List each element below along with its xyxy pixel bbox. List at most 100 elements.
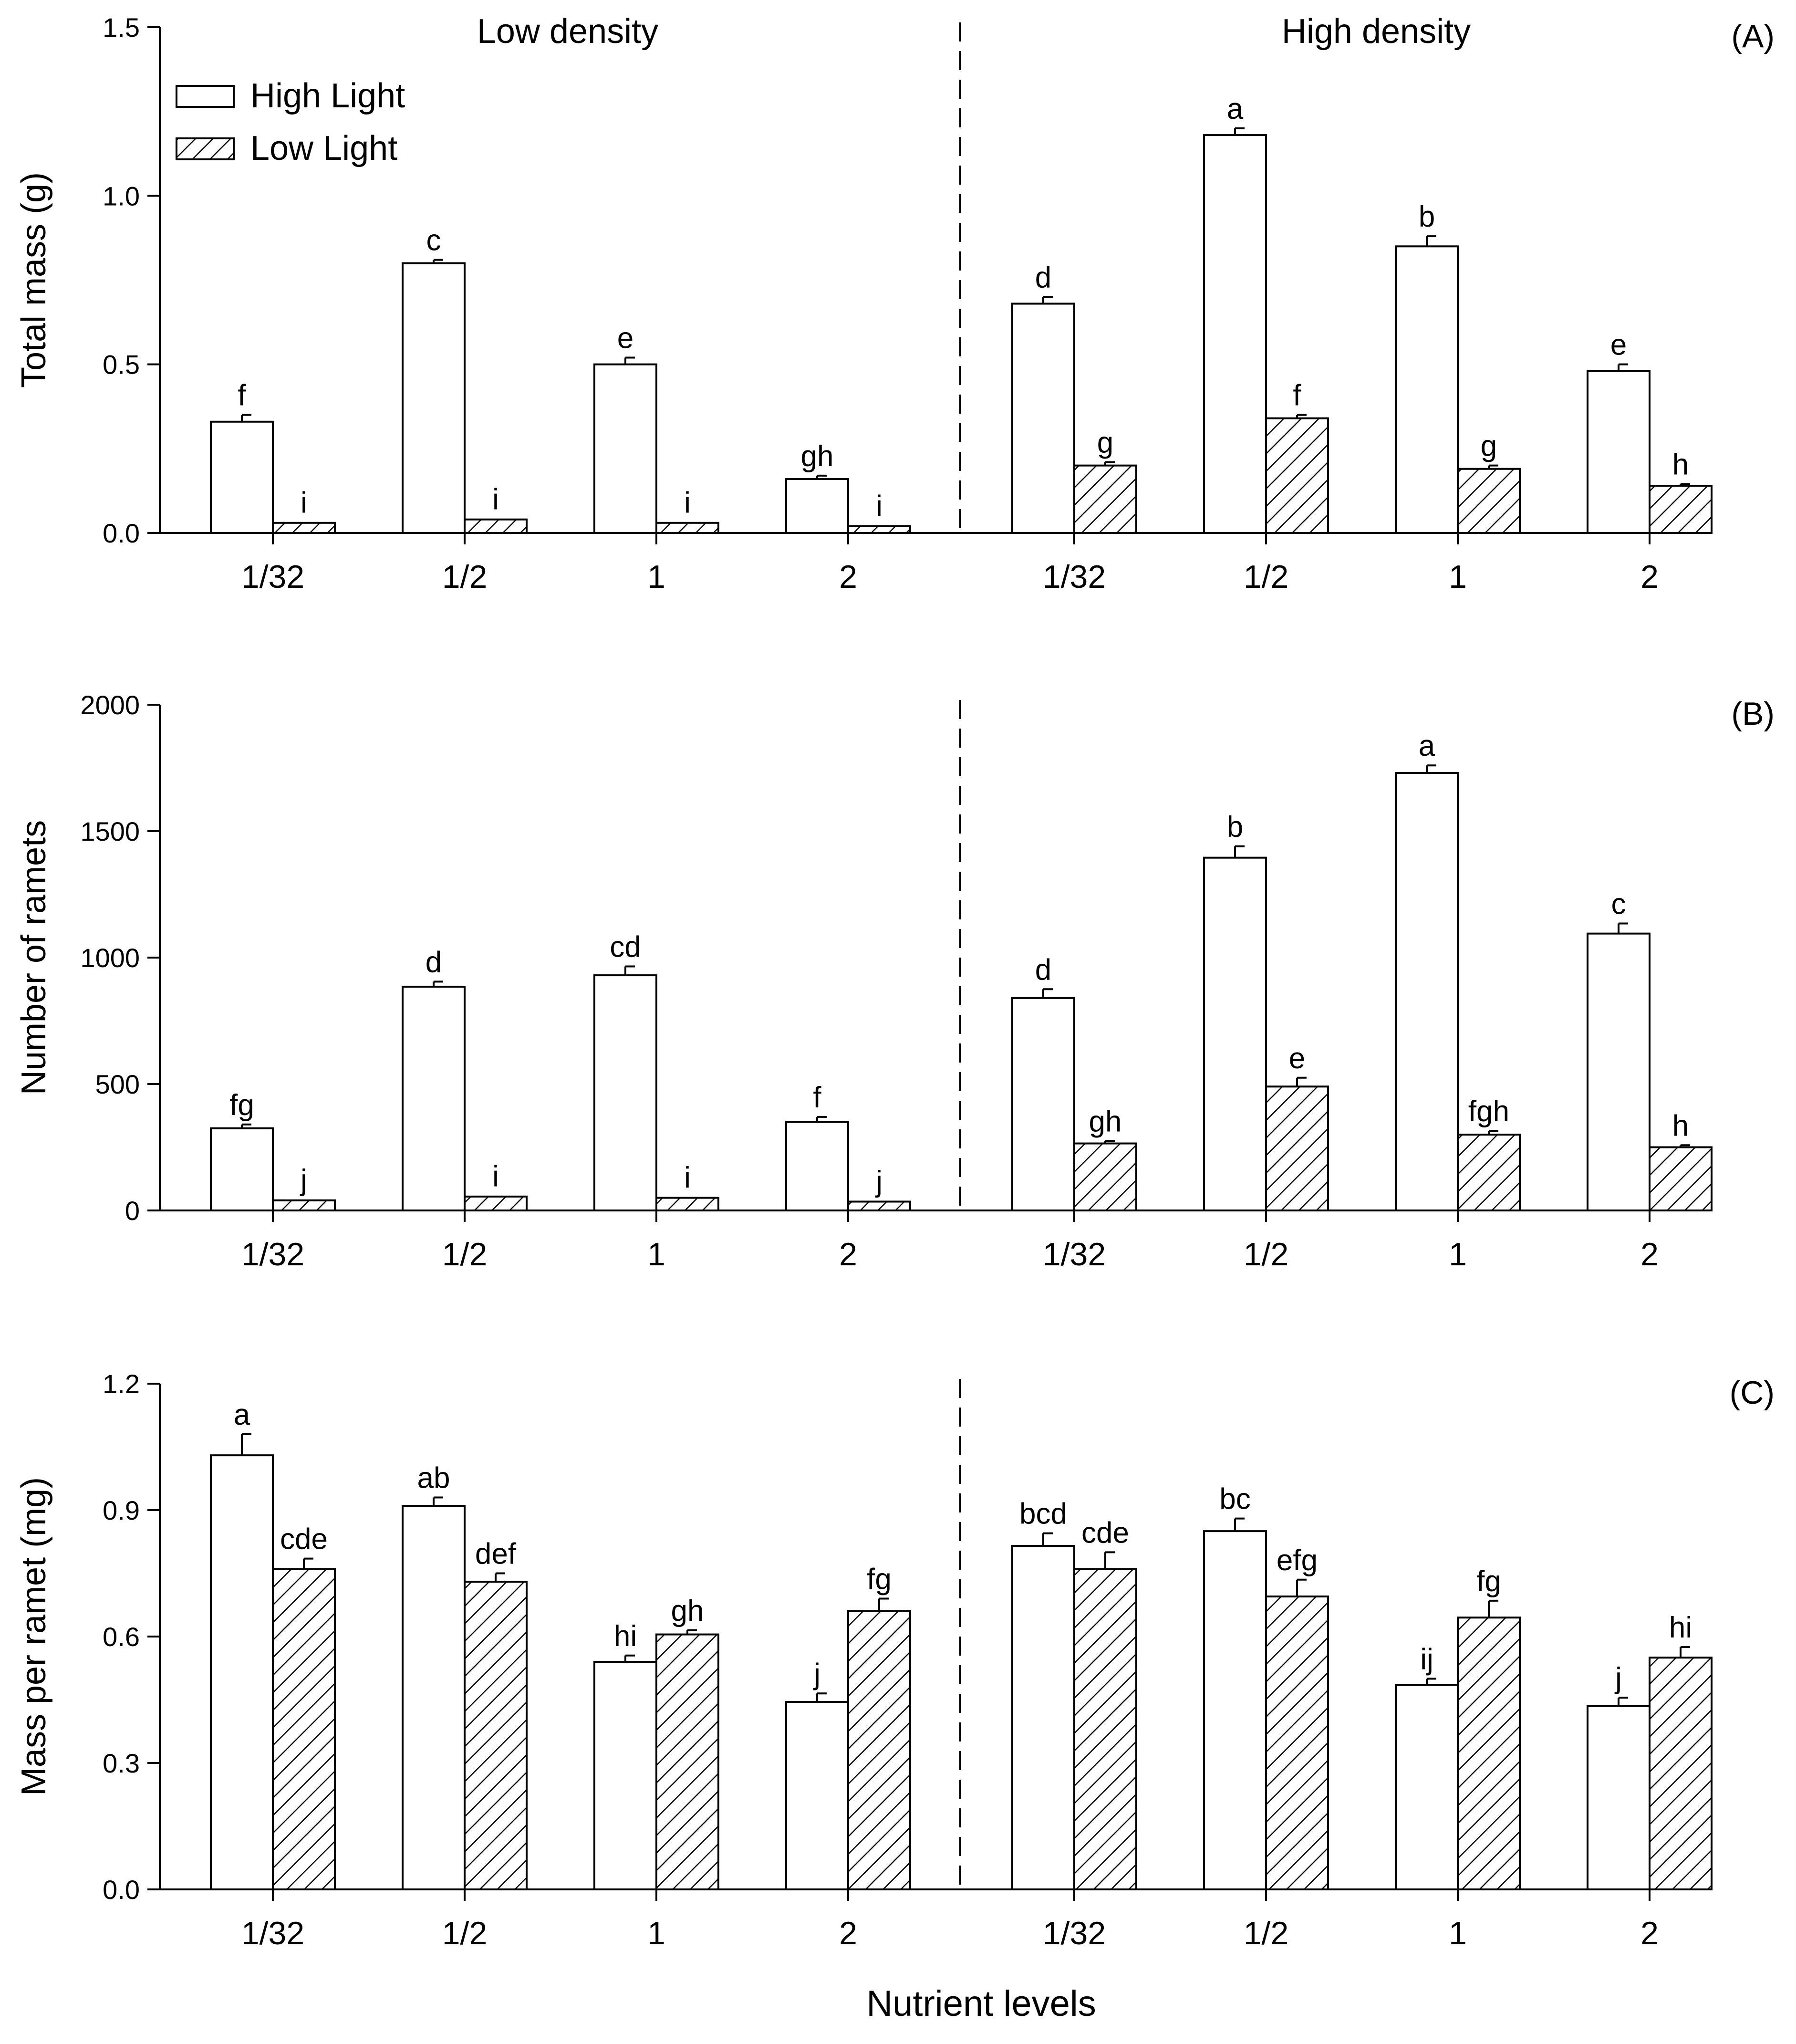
- bar-low-light: [1649, 1146, 1713, 1211]
- bar-high-light: [210, 1454, 274, 1891]
- x-tick-label: 1/2: [1244, 1915, 1289, 1951]
- bar-low-light: [464, 518, 528, 534]
- significance-letter: h: [1672, 448, 1689, 481]
- significance-letter: j: [300, 1164, 307, 1197]
- bar-high-light: [593, 974, 657, 1211]
- significance-letter: cde: [280, 1523, 328, 1556]
- x-tick-label: 1: [1449, 1236, 1467, 1272]
- bar-high-light: [1203, 134, 1267, 534]
- panel-label: (B): [1731, 696, 1775, 732]
- y-tick-label: 0.6: [103, 1622, 140, 1652]
- significance-letter: i: [684, 1161, 691, 1194]
- x-axis-title: Nutrient levels: [866, 1983, 1096, 2024]
- bar-high-light: [1395, 245, 1459, 534]
- y-tick-label: 1.2: [103, 1369, 140, 1399]
- x-tick-label: 2: [1640, 1236, 1659, 1272]
- bar-low-light: [655, 1197, 719, 1211]
- bar-low-light: [1073, 464, 1137, 534]
- y-axis-title: Total mass (g): [15, 172, 53, 388]
- significance-letter: d: [1035, 261, 1051, 294]
- significance-letter: a: [234, 1398, 250, 1431]
- significance-letter: gh: [1089, 1105, 1122, 1138]
- bar-low-light: [464, 1581, 528, 1891]
- x-tick-label: 1: [647, 1915, 665, 1951]
- bar-low-light: [1457, 468, 1521, 534]
- bar-low-light: [847, 525, 911, 534]
- density-label-high: High density: [1282, 12, 1471, 51]
- bar-low-light: [1073, 1568, 1137, 1891]
- x-tick-label: 2: [1640, 1915, 1659, 1951]
- x-tick-label: 2: [839, 1236, 857, 1272]
- bar-high-light: [1011, 1545, 1075, 1890]
- significance-letter: i: [492, 483, 499, 516]
- significance-letter: f: [1293, 379, 1301, 412]
- bar-high-light: [210, 420, 274, 534]
- bar-low-light: [655, 521, 719, 534]
- bar-high-light: [1011, 997, 1075, 1212]
- y-tick-label: 1500: [80, 816, 140, 846]
- significance-letter: j: [813, 1658, 820, 1690]
- significance-letter: efg: [1277, 1544, 1318, 1577]
- bar-high-light: [593, 1661, 657, 1890]
- x-tick-label: 1/32: [1043, 559, 1106, 595]
- density-label-low: Low density: [477, 12, 658, 51]
- legend-swatch-high-light: [176, 85, 235, 108]
- x-tick-label: 1: [647, 559, 665, 595]
- significance-letter: gh: [671, 1595, 704, 1627]
- significance-letter: i: [492, 1160, 499, 1193]
- significance-letter: c: [1611, 887, 1626, 920]
- significance-letter: i: [876, 490, 882, 522]
- significance-letter: j: [1614, 1662, 1622, 1695]
- significance-letter: f: [238, 379, 246, 412]
- y-tick-label: 0.9: [103, 1495, 140, 1525]
- x-tick-label: 2: [839, 559, 857, 595]
- legend-swatch-low-light: [176, 137, 235, 160]
- bar-high-light: [1587, 932, 1651, 1211]
- x-tick-label: 2: [839, 1915, 857, 1951]
- bar-low-light: [1073, 1142, 1137, 1212]
- bar-low-light: [1457, 1616, 1521, 1890]
- x-tick-label: 1/2: [1244, 1236, 1289, 1272]
- x-tick-label: 1: [1449, 1915, 1467, 1951]
- y-tick-label: 0.0: [103, 1875, 140, 1905]
- bar-low-light: [1649, 1657, 1713, 1891]
- significance-letter: fgh: [1468, 1095, 1509, 1128]
- bar-high-light: [785, 1121, 849, 1211]
- significance-letter: fg: [229, 1089, 254, 1122]
- significance-letter: a: [1227, 93, 1244, 125]
- y-tick-label: 0.5: [103, 350, 140, 380]
- significance-letter: cde: [1081, 1516, 1129, 1549]
- x-tick-label: 1/2: [442, 1236, 488, 1272]
- bar-high-light: [593, 363, 657, 534]
- significance-letter: f: [813, 1081, 821, 1114]
- significance-letter: d: [426, 946, 442, 979]
- panel-2: 0 500 1000 1500 2000 Number of ramets (B) 1/32 1…: [15, 690, 1775, 1272]
- bar-low-light: [272, 1568, 336, 1891]
- y-axis-title: Number of ramets: [15, 820, 53, 1095]
- significance-letter: e: [1610, 329, 1627, 362]
- significance-letter: b: [1419, 200, 1435, 233]
- bar-low-light: [1265, 417, 1329, 534]
- bar-high-light: [1011, 302, 1075, 534]
- significance-letter: a: [1419, 730, 1435, 762]
- bar-low-light: [655, 1633, 719, 1890]
- bar-high-light: [1203, 1530, 1267, 1891]
- y-tick-label: 1000: [80, 943, 140, 973]
- significance-letter: gh: [801, 440, 834, 473]
- significance-letter: fg: [867, 1563, 892, 1596]
- significance-letter: i: [684, 486, 691, 519]
- y-tick-label: 500: [95, 1069, 140, 1099]
- x-tick-label: 1/2: [1244, 559, 1289, 595]
- y-tick-label: 1.5: [103, 12, 140, 42]
- bar-low-light: [1457, 1134, 1521, 1211]
- bar-high-light: [402, 1505, 466, 1891]
- x-tick-label: 1: [647, 1236, 665, 1272]
- bar-low-light: [1265, 1596, 1329, 1890]
- significance-letter: e: [1289, 1042, 1305, 1075]
- significance-letter: g: [1481, 430, 1497, 463]
- significance-letter: fg: [1476, 1565, 1501, 1598]
- bar-high-light: [1587, 1705, 1651, 1890]
- x-tick-label: 1: [1449, 559, 1467, 595]
- x-tick-label: 1/32: [241, 559, 304, 595]
- significance-letter: i: [301, 486, 307, 519]
